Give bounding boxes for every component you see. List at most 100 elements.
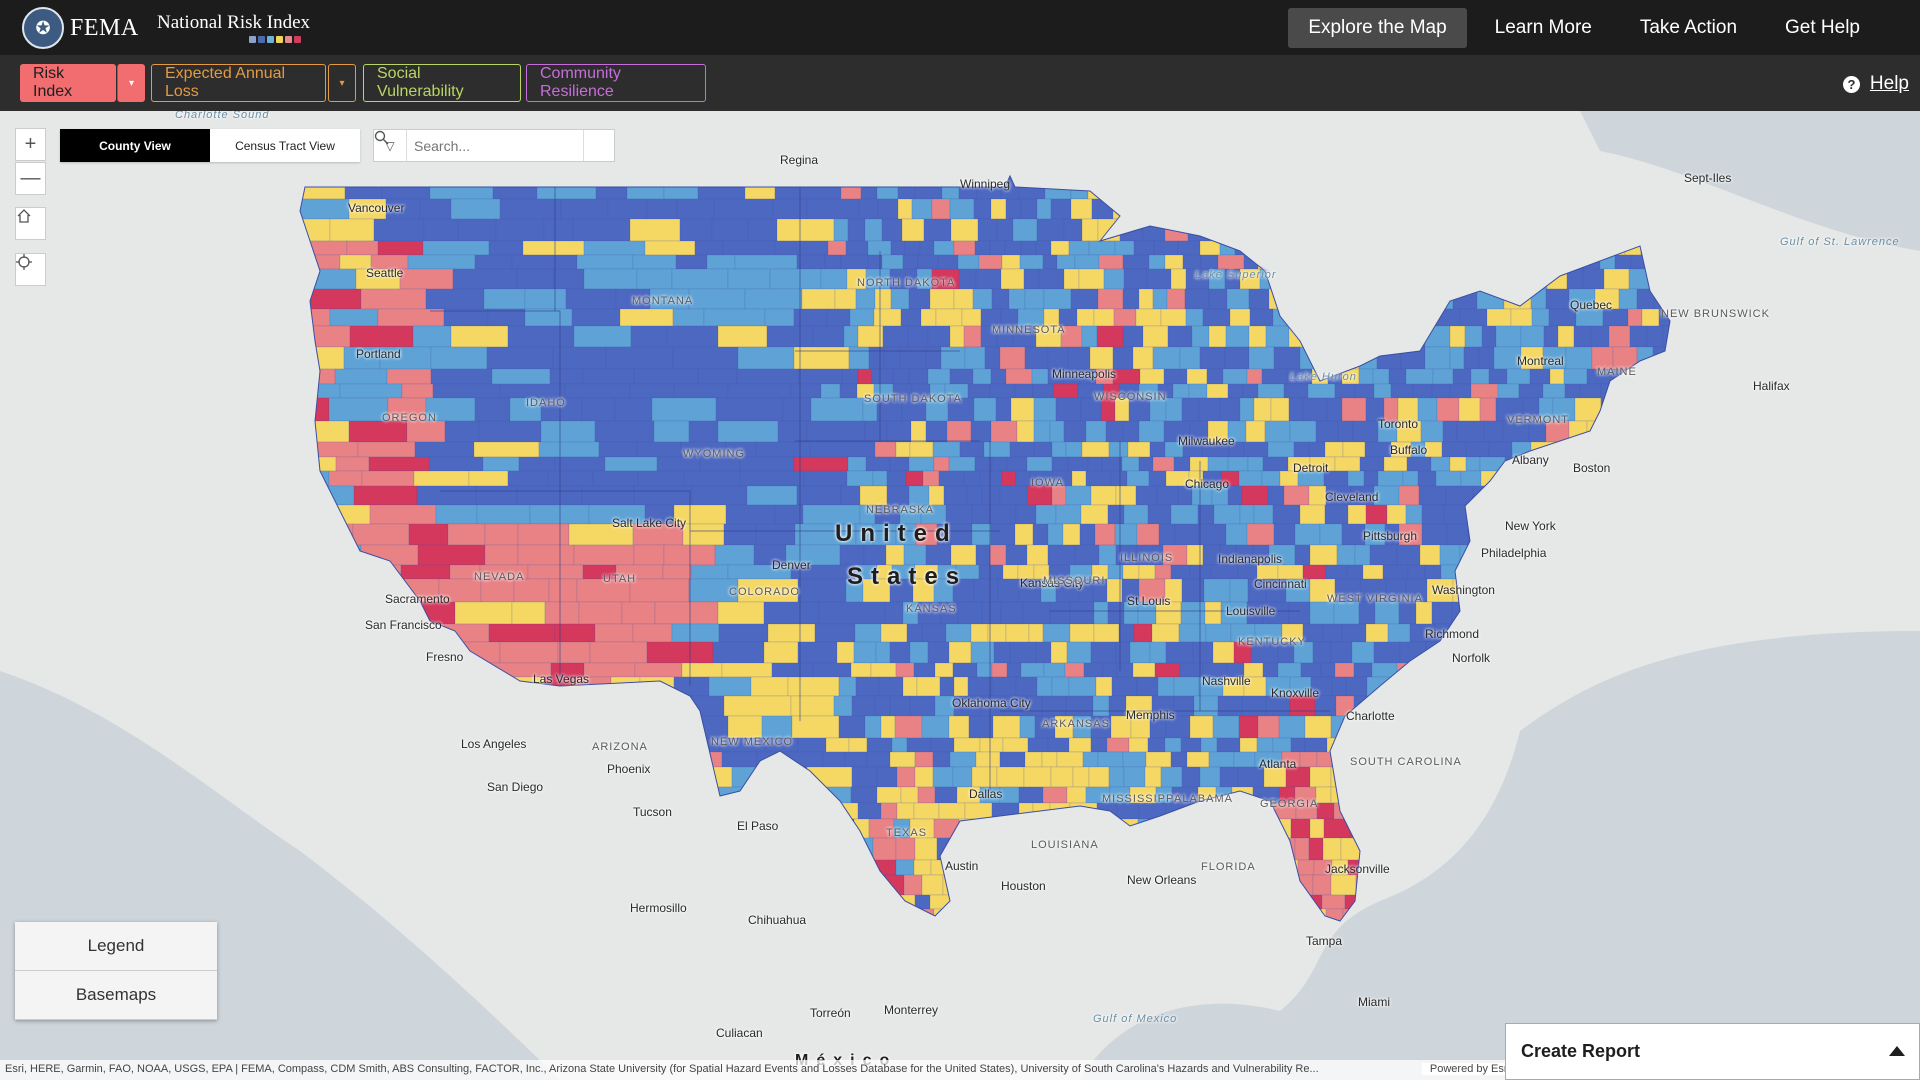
- county-tile: [764, 308, 795, 327]
- fema-logo[interactable]: ✪ FEMA: [22, 5, 139, 51]
- county-tile: [876, 766, 898, 788]
- county-tile: [672, 308, 705, 327]
- county-tile: [975, 751, 1001, 768]
- risk-index-dropdown-button[interactable]: ▾: [117, 64, 145, 102]
- county-tile: [1089, 346, 1114, 370]
- tab-community-resilience[interactable]: Community Resilience: [526, 64, 706, 102]
- county-view-button[interactable]: County View: [60, 129, 210, 162]
- county-tile: [1531, 308, 1550, 327]
- county-tile: [1557, 325, 1575, 348]
- county-tile: [1417, 470, 1437, 487]
- county-tile: [1165, 397, 1183, 422]
- basemaps-button[interactable]: Basemaps: [15, 971, 217, 1020]
- county-tile: [690, 564, 729, 580]
- county-tile: [1051, 441, 1067, 458]
- county-tile: [984, 346, 1001, 370]
- county-tile: [896, 766, 916, 788]
- county-tile: [917, 254, 939, 270]
- county-tile: [851, 766, 878, 788]
- county-tile: [484, 544, 519, 566]
- county-tile: [1333, 601, 1360, 625]
- county-tile: [1253, 397, 1272, 422]
- locate-button[interactable]: [15, 253, 46, 286]
- county-tile: [1184, 288, 1210, 310]
- county-tile: [948, 456, 976, 472]
- county-tile: [1486, 308, 1512, 327]
- county-tile: [1198, 397, 1221, 422]
- legend-button[interactable]: Legend: [15, 922, 217, 971]
- county-tile: [1352, 420, 1379, 443]
- nav-get-help[interactable]: Get Help: [1785, 17, 1860, 38]
- county-tile: [1299, 751, 1318, 768]
- city-label: Quebec: [1570, 298, 1613, 312]
- tab-social-vulnerability[interactable]: Social Vulnerability: [363, 64, 521, 102]
- search-input[interactable]: [407, 130, 583, 161]
- county-tile: [598, 441, 638, 458]
- county-tile: [889, 751, 916, 768]
- home-button[interactable]: [15, 207, 46, 240]
- county-tile: [633, 544, 665, 566]
- county-tile: [1056, 751, 1084, 768]
- county-tile: [516, 268, 555, 290]
- county-tile: [369, 504, 437, 525]
- county-tile: [938, 802, 966, 820]
- county-tile: [712, 641, 765, 664]
- state-label: ILLINOIS: [1120, 552, 1174, 564]
- expected-annual-loss-dropdown-button[interactable]: ▾: [328, 64, 356, 102]
- county-tile: [902, 254, 919, 270]
- city-label: Tucson: [633, 805, 672, 819]
- nav-learn-more[interactable]: Learn More: [1494, 17, 1592, 38]
- county-tile: [428, 456, 484, 472]
- tab-risk-index[interactable]: Risk Index: [20, 64, 116, 102]
- county-tile: [1126, 470, 1150, 487]
- county-tile: [796, 254, 826, 270]
- county-tile: [838, 715, 866, 739]
- county-tile: [1095, 676, 1113, 697]
- census-tract-view-button[interactable]: Census Tract View: [210, 129, 360, 162]
- county-tile: [1219, 766, 1239, 788]
- search-icon: [374, 130, 389, 145]
- county-tile: [1246, 523, 1275, 546]
- zoom-out-button[interactable]: —: [15, 162, 46, 195]
- county-tile: [999, 751, 1026, 768]
- county-tile: [928, 485, 945, 506]
- county-tile: [1112, 368, 1141, 385]
- county-tile: [517, 544, 575, 566]
- county-tile: [682, 523, 725, 546]
- county-tile: [930, 737, 955, 753]
- county-tile: [907, 325, 929, 348]
- product-title[interactable]: National Risk Index: [157, 12, 310, 43]
- county-tile: [840, 485, 861, 506]
- county-tile: [1170, 751, 1188, 768]
- county-tile: [1324, 441, 1344, 458]
- county-tile: [822, 751, 846, 768]
- nav-explore-the-map[interactable]: Explore the Map: [1288, 8, 1467, 48]
- county-tile: [499, 383, 566, 399]
- risk-map[interactable]: Regina Winnipeg Vancouver Seattle Portland Mi…: [0, 111, 1920, 1080]
- powered-by-esri[interactable]: Powered by Esri: [1421, 1063, 1510, 1075]
- state-label: MONTANA: [632, 295, 694, 307]
- county-tile: [1093, 623, 1120, 643]
- county-tile: [989, 240, 1006, 256]
- zoom-in-button[interactable]: +: [15, 128, 46, 161]
- nav-take-action[interactable]: Take Action: [1639, 17, 1738, 38]
- county-tile: [883, 346, 901, 370]
- county-tile: [1090, 737, 1108, 753]
- county-tile: [1417, 397, 1438, 422]
- county-tile: [1081, 441, 1110, 458]
- city-label: Monterrey: [884, 1003, 939, 1017]
- county-tile: [1308, 485, 1327, 506]
- tab-expected-annual-loss[interactable]: Expected Annual Loss: [151, 64, 326, 102]
- county-tile: [1108, 766, 1125, 788]
- county-tile: [708, 676, 752, 697]
- search-button[interactable]: [374, 130, 614, 161]
- city-label: Richmond: [1425, 627, 1480, 641]
- create-report-panel[interactable]: Create Report: [1505, 1023, 1920, 1080]
- county-tile: [488, 623, 556, 643]
- county-tile: [1288, 601, 1311, 625]
- county-tile: [925, 346, 942, 370]
- county-tile: [964, 802, 993, 820]
- search-source-dropdown[interactable]: ▽: [374, 130, 407, 161]
- county-tile: [739, 470, 805, 487]
- help-link[interactable]: ? Help: [1842, 73, 1909, 95]
